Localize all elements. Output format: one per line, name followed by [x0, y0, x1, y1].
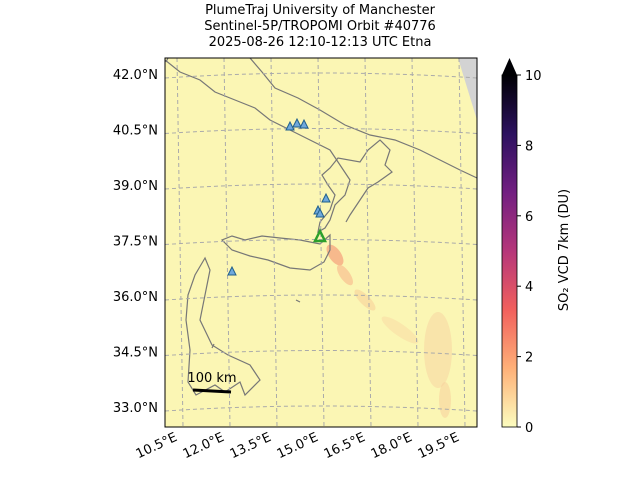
longitude-labels: 10.5°E 12.0°E 13.5°E 15.0°E 16.5°E 18.0°E 19.5… — [134, 430, 462, 462]
colorbar-label: SO₂ VCD 7km (DU) — [557, 189, 572, 311]
title: PlumeTraj University of ManchesterSentin… — [204, 3, 436, 50]
map — [165, 58, 477, 427]
grid-line — [165, 350, 477, 356]
grid-line — [165, 128, 477, 134]
grid-line — [411, 58, 419, 427]
coastlines — [165, 58, 477, 397]
lon-label: 12.0°E — [181, 430, 227, 462]
lon-label: 13.5°E — [228, 430, 274, 462]
lat-label: 34.5°N — [113, 346, 158, 361]
map-frame — [164, 57, 478, 428]
grid-line — [165, 405, 477, 412]
grid-line — [270, 58, 278, 427]
graticule — [165, 58, 477, 427]
grid-line — [176, 58, 184, 427]
colorbar-body — [501, 74, 518, 428]
title-line: 2025-08-26 12:10-12:13 UTC Etna — [209, 35, 432, 50]
grid-line — [165, 72, 477, 79]
lat-label: 37.5°N — [113, 235, 158, 250]
lon-label: 18.0°E — [369, 430, 415, 462]
colorbar-tick-label: 4 — [525, 280, 533, 295]
colorbar-extend — [502, 58, 517, 75]
latitude-labels: 42.0°N 40.5°N 39.0°N 37.5°N 36.0°N 34.5°N 33.0… — [113, 68, 158, 416]
grid-line — [165, 183, 477, 190]
colorbar-tick-label: 8 — [525, 139, 533, 154]
title-line: Sentinel-5P/TROPOMI Orbit #40776 — [204, 19, 436, 34]
scale-bar — [192, 388, 232, 394]
colorbar: SO₂ VCD 7km (DU) 0 2 4 6 8 10 — [501, 58, 572, 436]
volcano-markers — [227, 117, 331, 276]
colorbar-tick-label: 10 — [525, 69, 542, 84]
lat-label: 33.0°N — [113, 401, 158, 416]
lon-label: 19.5°E — [416, 430, 462, 462]
lon-label: 15.0°E — [275, 430, 321, 462]
no-data — [458, 58, 477, 120]
grid-line — [364, 58, 372, 427]
colorbar-tick-label: 0 — [525, 421, 533, 436]
lat-label: 39.0°N — [113, 179, 158, 194]
scale-bar-label: 100 km — [187, 371, 236, 386]
grid-line — [165, 239, 477, 245]
lon-label: 10.5°E — [134, 430, 180, 462]
lon-label: 16.5°E — [322, 430, 368, 462]
lat-label: 40.5°N — [113, 124, 158, 139]
grid-line — [223, 58, 231, 427]
so2-plume — [326, 244, 452, 418]
lat-label: 36.0°N — [113, 290, 158, 305]
lat-label: 42.0°N — [113, 68, 158, 83]
title-line: PlumeTraj University of Manchester — [205, 3, 435, 18]
grid-line — [458, 58, 466, 427]
grid-line — [165, 294, 477, 301]
colorbar-tick-label: 2 — [525, 351, 533, 366]
colorbar-tick-label: 6 — [525, 210, 533, 225]
grid-line — [317, 58, 325, 427]
